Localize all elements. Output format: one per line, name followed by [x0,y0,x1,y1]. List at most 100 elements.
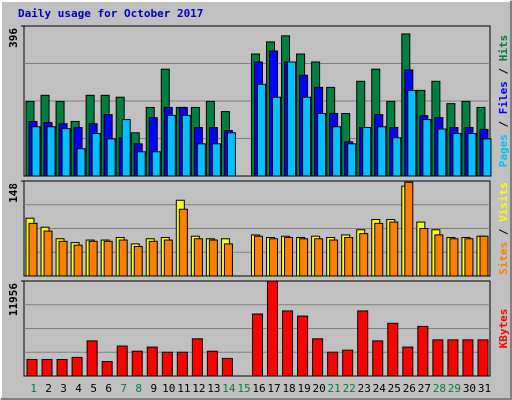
bar [208,239,218,277]
bar [133,245,143,277]
bar [362,127,372,177]
bar [253,235,263,277]
bar [46,126,56,177]
bar [181,114,191,177]
x-tick-label: 27 [418,382,431,395]
bar [86,340,98,377]
bar [402,346,414,377]
x-tick-label: 22 [343,382,356,395]
bar [347,143,357,177]
bar [269,238,279,277]
bar [482,138,492,177]
bar [434,234,444,277]
bar [287,61,297,177]
x-tick-label: 24 [373,382,387,395]
bar [404,181,414,277]
bar [131,350,143,377]
bar [88,240,98,277]
bar [146,346,158,377]
bar [282,310,294,377]
bar [31,126,41,177]
bar [251,313,263,377]
bar [161,351,173,377]
x-tick-label: 2 [45,382,52,395]
y-tick-label: 148 [7,183,20,203]
x-tick-label: 5 [90,382,97,395]
bar [91,133,101,177]
legend-entry: Sites [497,242,510,275]
bar [422,119,432,177]
x-tick-label: 4 [75,382,82,395]
y-tick-label: 11956 [7,283,20,316]
bar [359,233,369,277]
bar [151,151,161,177]
bar [267,280,279,377]
bar [118,239,128,277]
legend-separator: / [497,114,510,134]
x-tick-label: 23 [358,382,371,395]
bar [223,243,233,277]
bar [73,244,83,277]
legend: KBytes [497,309,510,349]
legend-entry: KBytes [497,309,510,349]
bar [302,96,312,177]
bar [387,322,399,377]
x-tick-label: 11 [177,382,190,395]
bar [221,357,233,377]
bar [417,325,429,377]
bar [467,133,477,177]
bar [389,221,399,277]
bar [357,310,369,377]
x-tick-label: 16 [252,382,265,395]
bar [121,119,131,177]
chart-title: Daily usage for October 2017 [18,7,203,20]
legend-entry: Files [497,81,510,114]
bar [71,356,83,377]
bar [449,238,459,277]
bar [56,358,68,377]
x-tick-label: 29 [448,382,461,395]
bar [479,235,489,277]
bar [462,339,474,377]
bar [314,238,324,277]
x-tick-label: 19 [297,382,310,395]
bar [284,236,294,277]
legend-entry: Hits [497,35,510,62]
bar [407,89,417,177]
x-tick-label: 30 [463,382,476,395]
x-tick-label: 10 [162,382,175,395]
bar [256,83,266,177]
bar [61,128,71,177]
bar [176,351,188,377]
y-tick-label: 396 [7,28,20,48]
x-tick-label: 8 [135,382,142,395]
bar [211,143,221,177]
bar [477,339,489,377]
bar [103,240,113,277]
bar [317,113,327,177]
bar [344,236,354,277]
legend-entry: Visits [497,182,510,222]
bar [392,137,402,177]
x-tick-label: 15 [237,382,250,395]
bar [419,228,429,277]
x-tick-label: 18 [282,382,295,395]
bar [178,208,188,277]
bar [372,340,384,377]
bar [312,338,324,377]
bar [191,338,203,377]
bar [58,240,68,277]
bar [226,132,236,177]
x-tick-label: 9 [150,382,157,395]
bar [106,138,116,177]
bar [332,126,342,177]
legend-separator: / [497,61,510,81]
x-tick-label: 12 [192,382,205,395]
x-tick-label: 26 [403,382,416,395]
x-tick-label: 25 [388,382,401,395]
bar [193,238,203,277]
x-tick-label: 31 [478,382,491,395]
legend-entry: Pages [497,134,510,167]
